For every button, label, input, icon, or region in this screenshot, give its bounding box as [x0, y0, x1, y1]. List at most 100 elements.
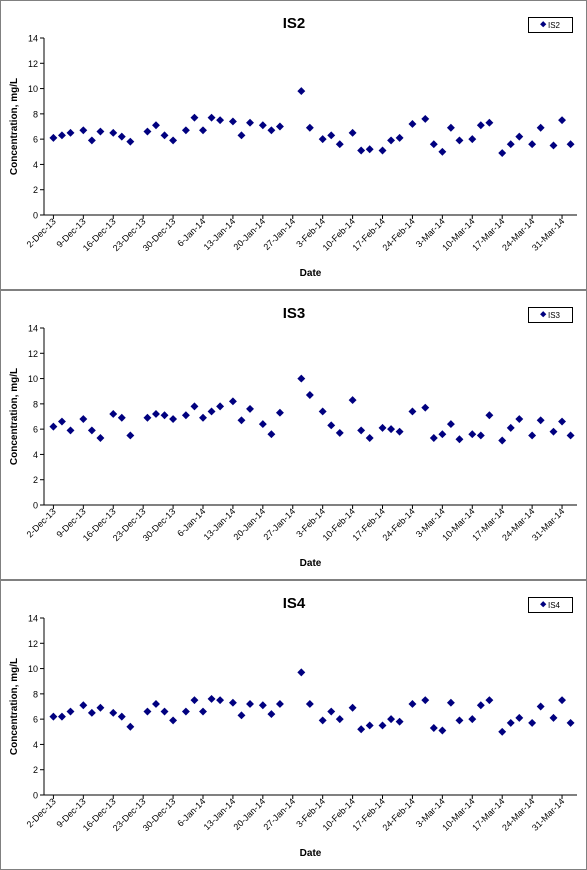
data-point	[455, 435, 464, 444]
data-point	[476, 121, 485, 130]
y-axis-title: Concentration, mg/L	[9, 658, 20, 755]
data-point	[438, 147, 447, 156]
x-axis-title: Date	[300, 268, 322, 279]
data-point	[395, 133, 404, 142]
y-tick-label: 8	[33, 689, 38, 699]
data-point	[438, 430, 447, 439]
chart-frame	[0, 580, 587, 870]
data-point	[335, 140, 344, 149]
data-point	[365, 434, 374, 442]
data-point	[365, 145, 374, 154]
chart-panel-is4: IS4 IS4 0 2 4 6 8 10 12 14 2-Dec-13 9-Dec-13 16-Dec-…	[0, 580, 587, 870]
data-point	[485, 696, 494, 705]
y-tick-label: 10	[28, 374, 38, 384]
chart-title: IS3	[283, 305, 306, 322]
data-point	[57, 712, 66, 721]
data-point	[275, 408, 284, 417]
y-tick-label: 2	[33, 765, 38, 775]
data-point	[357, 725, 366, 734]
y-tick-label: 6	[33, 425, 38, 435]
data-point	[207, 694, 216, 703]
data-point	[515, 132, 524, 141]
data-point	[143, 413, 152, 422]
data-point	[357, 426, 366, 435]
data-point	[96, 434, 105, 442]
data-point	[49, 133, 58, 142]
data-point	[387, 136, 396, 145]
data-point	[160, 411, 169, 420]
y-tick-label: 2	[33, 185, 38, 195]
y-tick-label: 14	[28, 614, 38, 624]
chart-frame	[0, 0, 587, 290]
data-point	[327, 421, 336, 430]
y-tick-label: 4	[33, 450, 38, 460]
data-point	[318, 716, 327, 725]
data-point	[267, 710, 276, 719]
data-point	[446, 698, 455, 707]
data-point	[126, 137, 135, 146]
y-tick-label: 10	[28, 84, 38, 94]
data-point	[237, 711, 246, 720]
data-point	[318, 135, 327, 144]
x-axis-title: Date	[300, 558, 322, 569]
chart-title: IS2	[283, 15, 306, 32]
y-axis-title: Concentration, mg/L	[9, 368, 20, 465]
data-point	[49, 712, 58, 721]
y-tick-label: 0	[33, 791, 38, 801]
chart-svg-is3: IS3 IS3024681012142-Dec-139-Dec-1316-Dec-…	[0, 290, 587, 580]
y-tick-label: 14	[28, 324, 38, 334]
data-point	[468, 715, 477, 724]
data-point	[96, 127, 105, 136]
data-point	[199, 707, 207, 716]
y-axis-title: Concentration, mg/L	[9, 78, 20, 175]
data-point	[169, 136, 178, 145]
data-point	[468, 135, 477, 144]
legend-label: IS2	[548, 21, 561, 30]
data-point	[429, 434, 438, 442]
data-point	[190, 402, 199, 411]
chart-panel-is3: IS3 IS3 0 2 4 6 8 10 12 14 2-Dec-13 9-Dec-13 16-Dec-…	[0, 290, 587, 580]
chart-svg-is4: IS4 IS4024681012142-Dec-139-Dec-1316-Dec-…	[0, 580, 587, 870]
y-tick-label: 12	[28, 639, 38, 649]
data-point	[143, 127, 152, 136]
data-point	[506, 423, 515, 432]
data-point	[117, 712, 126, 721]
data-point	[327, 131, 336, 140]
data-point	[429, 140, 438, 149]
y-tick-label: 6	[33, 135, 38, 145]
data-point	[228, 117, 237, 126]
chart-title: IS4	[283, 595, 306, 612]
data-point	[348, 703, 357, 712]
chart-svg-is2: IS2 IS2024681012142-Dec-139-Dec-1316-Dec-…	[0, 0, 587, 290]
y-tick-label: 8	[33, 109, 38, 119]
data-point	[506, 140, 515, 149]
data-point	[378, 146, 387, 155]
legend-label: IS4	[548, 601, 561, 610]
data-point	[378, 423, 387, 432]
y-tick-label: 0	[33, 211, 38, 221]
data-point	[181, 707, 190, 716]
data-point	[160, 131, 169, 140]
y-tick-label: 12	[28, 59, 38, 69]
data-point	[498, 727, 507, 736]
chart-frame	[0, 290, 587, 580]
data-point	[181, 411, 190, 420]
data-point	[160, 707, 169, 716]
legend-box	[528, 17, 573, 33]
y-tick-label: 2	[33, 475, 38, 485]
data-point	[515, 713, 524, 722]
y-tick-label: 0	[33, 501, 38, 511]
data-point	[387, 715, 396, 724]
data-point	[498, 149, 507, 158]
data-point	[49, 422, 58, 431]
data-point	[126, 431, 135, 440]
data-point	[169, 415, 178, 423]
data-point	[498, 436, 507, 445]
y-tick-label: 4	[33, 740, 38, 750]
data-point	[528, 140, 537, 149]
legend-box	[528, 597, 573, 613]
data-point	[216, 402, 225, 411]
data-point	[297, 374, 306, 383]
y-tick-label: 10	[28, 664, 38, 674]
y-tick-label: 12	[28, 349, 38, 359]
